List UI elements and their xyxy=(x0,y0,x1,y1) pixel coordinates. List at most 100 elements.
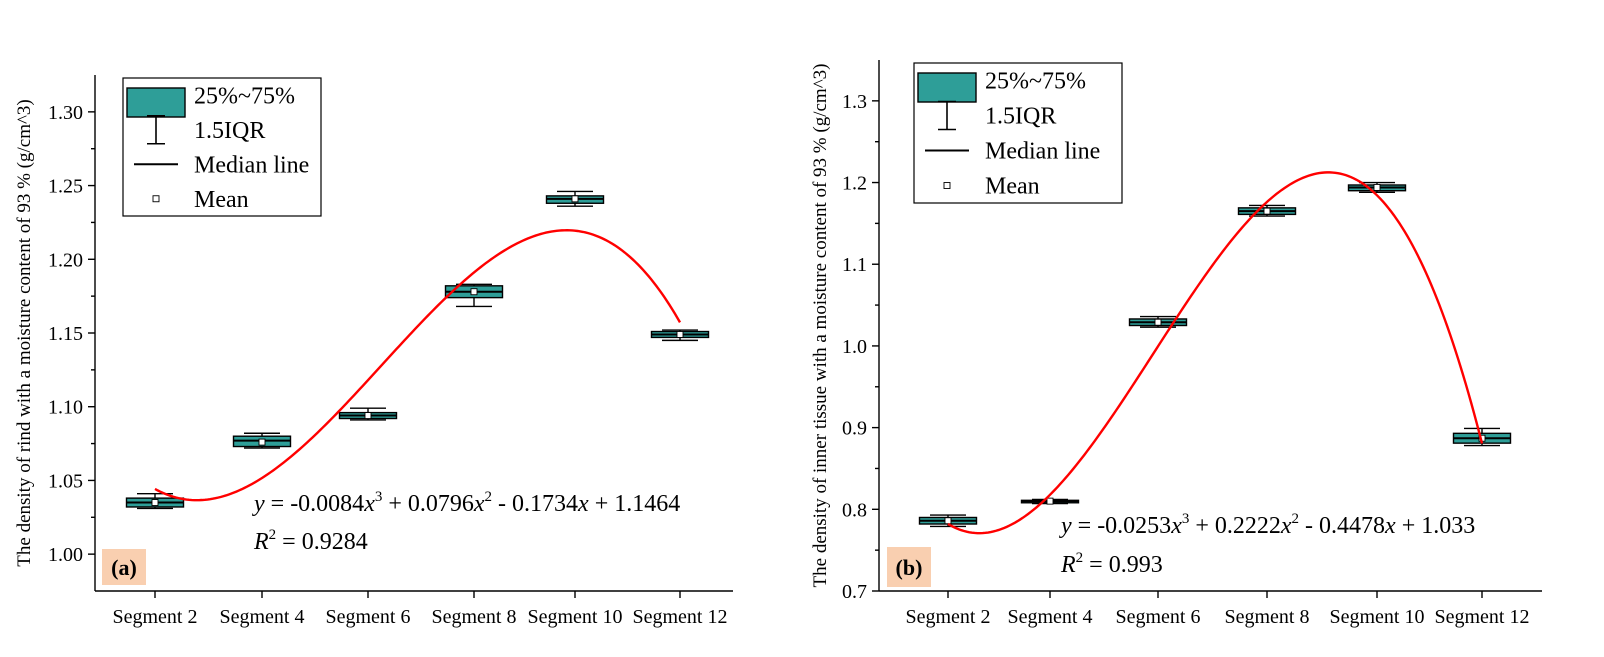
y-tick-label: 1.10 xyxy=(48,397,83,419)
eq-exponent: 2 xyxy=(1292,511,1300,527)
fit-equation: y = -0.0253x3 + 0.2222x2 - 0.4478x + 1.0… xyxy=(1059,511,1475,539)
box-segment-6 xyxy=(1128,315,1188,328)
y-tick-label: 1.1 xyxy=(842,254,867,276)
eq-term: + 0.2222 xyxy=(1189,513,1281,539)
fit-r-squared: R2 = 0.9284 xyxy=(253,527,368,555)
y-axis-title: The density of inner tissue with a moist… xyxy=(810,64,831,588)
eq-var-x: x xyxy=(363,491,375,517)
x-tick-label: Segment 8 xyxy=(432,606,517,628)
eq-var-x: x xyxy=(1280,513,1292,539)
y-tick-label: 0.9 xyxy=(842,418,867,440)
legend-label: Mean xyxy=(194,187,249,213)
mean-marker xyxy=(151,499,159,506)
x-tick-label: Segment 12 xyxy=(633,606,728,628)
r2-var: R xyxy=(253,529,269,555)
legend-label: 1.5IQR xyxy=(194,118,265,144)
y-tick-label: 1.00 xyxy=(48,544,83,566)
eq-var-x: x xyxy=(1384,513,1396,539)
box-segment-12 xyxy=(650,329,710,342)
legend: 25%~75% 1.5IQR Median line Mean xyxy=(122,77,322,217)
eq-var-x: x xyxy=(577,491,589,517)
r2-var: R xyxy=(1060,552,1076,578)
eq-var-x: x xyxy=(473,491,485,517)
fit-r-squared: R2 = 0.993 xyxy=(1060,550,1163,578)
panel-label-background xyxy=(887,547,931,587)
legend-label: 25%~75% xyxy=(194,83,295,109)
x-tick-label: Segment 4 xyxy=(1008,606,1093,628)
y-tick-label: 1.15 xyxy=(48,323,83,345)
legend-mean-symbol xyxy=(943,182,951,189)
x-tick-label: Segment 2 xyxy=(113,606,198,628)
x-tick-label: Segment 10 xyxy=(1330,606,1425,628)
eq-term: - 0.4478 xyxy=(1299,513,1385,539)
legend-mean-symbol xyxy=(152,195,160,203)
mean-marker xyxy=(1154,318,1162,326)
y-tick-label: 1.0 xyxy=(842,336,867,358)
x-tick-label: Segment 8 xyxy=(1225,606,1310,628)
legend-label: 1.5IQR xyxy=(985,104,1056,130)
mean-marker xyxy=(944,517,952,525)
y-axis-title: The density of rind with a moisture cont… xyxy=(14,99,35,566)
eq-term: + 0.0796 xyxy=(382,491,474,517)
box-segment-2 xyxy=(125,492,185,510)
eq-var-y: y xyxy=(252,491,265,517)
legend-box-swatch xyxy=(917,72,977,103)
box-segment-10 xyxy=(1347,181,1407,194)
mean-marker xyxy=(1373,183,1381,191)
eq-term: - 0.1734 xyxy=(492,491,578,517)
panel-label-background xyxy=(102,549,146,585)
x-tick-label: Segment 12 xyxy=(1435,606,1530,628)
mean-marker xyxy=(571,195,579,203)
eq-exponent: 2 xyxy=(485,489,493,505)
eq-term: + 1.033 xyxy=(1396,513,1476,539)
eq-term: = -0.0084 xyxy=(265,491,365,517)
x-tick-label: Segment 6 xyxy=(326,606,411,628)
x-tick-label: Segment 2 xyxy=(906,606,991,628)
r2-exponent: 2 xyxy=(269,527,277,543)
y-tick-label: 1.3 xyxy=(842,91,867,113)
y-tick-label: 0.8 xyxy=(842,499,867,521)
box-segment-10 xyxy=(545,190,605,207)
y-tick-label: 1.30 xyxy=(48,102,83,124)
y-tick-label: 1.2 xyxy=(842,173,867,195)
legend-label: Median line xyxy=(985,139,1100,165)
mean-marker xyxy=(364,412,372,420)
r2-exponent: 2 xyxy=(1076,550,1084,566)
x-tick-label: Segment 4 xyxy=(220,606,305,628)
y-tick-label: 1.25 xyxy=(48,176,83,198)
eq-var-y: y xyxy=(1059,513,1072,539)
legend-label: 25%~75% xyxy=(985,69,1086,95)
eq-exponent: 3 xyxy=(375,489,383,505)
box-segment-4 xyxy=(232,432,292,449)
eq-exponent: 3 xyxy=(1182,511,1190,527)
eq-term: = -0.0253 xyxy=(1072,513,1172,539)
x-tick-label: Segment 6 xyxy=(1116,606,1201,628)
eq-var-x: x xyxy=(1170,513,1182,539)
r2-value: = 0.993 xyxy=(1083,552,1163,578)
legend-label: Median line xyxy=(194,152,309,178)
legend: 25%~75% 1.5IQR Median line Mean xyxy=(913,62,1123,204)
box-segment-8 xyxy=(444,283,504,308)
chart-panel-a: 1.00 1.05 1.10 1.15 1.20 1.25 1.30 Segment 2 Seg… xyxy=(14,75,733,628)
legend-label: Mean xyxy=(985,174,1040,200)
mean-marker xyxy=(470,288,478,296)
r2-value: = 0.9284 xyxy=(276,529,368,555)
x-tick-label: Segment 10 xyxy=(528,606,623,628)
chart-panel-b: 0.7 0.8 0.9 1.0 1.1 1.2 1.3 Segment 2 Segment 4 S… xyxy=(810,60,1542,628)
fit-curve xyxy=(947,171,1484,535)
mean-marker xyxy=(1263,207,1271,215)
mean-marker xyxy=(258,438,266,446)
y-tick-label: 0.7 xyxy=(842,581,867,603)
fit-equation: y = -0.0084x3 + 0.0796x2 - 0.1734x + 1.1… xyxy=(252,489,680,517)
box-segment-6 xyxy=(338,407,398,421)
box-segment-8 xyxy=(1237,204,1297,217)
panel-label: (b) xyxy=(896,555,923,580)
y-tick-label: 1.20 xyxy=(48,249,83,271)
box-segment-4 xyxy=(1020,497,1080,505)
panel-label: (a) xyxy=(111,555,137,580)
legend-box-swatch xyxy=(126,87,186,118)
fit-curve xyxy=(154,229,682,502)
mean-marker xyxy=(676,331,684,338)
mean-marker xyxy=(1046,497,1054,505)
